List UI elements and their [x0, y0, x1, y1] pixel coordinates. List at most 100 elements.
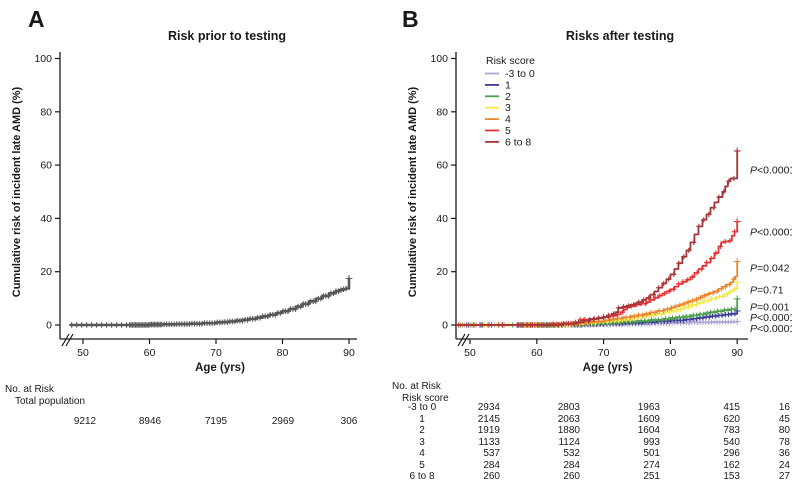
censor-mark — [631, 313, 637, 319]
end-censor-mark — [733, 258, 741, 265]
table-b-value: 153 — [723, 471, 740, 482]
censor-mark — [520, 322, 526, 328]
censor-mark — [725, 307, 731, 313]
censor-mark — [669, 305, 675, 311]
p-value-label: P=0.042 — [750, 262, 790, 274]
censor-mark — [706, 314, 712, 320]
censor-mark — [719, 312, 725, 319]
censor-mark — [708, 255, 714, 261]
censor-mark — [673, 315, 679, 321]
censor-mark — [673, 303, 679, 309]
y-tick-label: 80 — [436, 106, 448, 118]
number-at-risk-table-a: No. at Risk Total population 9212 8946 719… — [0, 380, 396, 488]
censor-mark — [680, 314, 686, 320]
table-b-row-label: 1 — [419, 414, 425, 425]
legend-label: 1 — [505, 79, 511, 91]
table-a-value: 306 — [340, 416, 358, 427]
censor-mark — [666, 309, 672, 316]
table-b-row-label: -3 to 0 — [407, 402, 437, 413]
censor-mark — [720, 293, 726, 300]
censor-mark — [677, 302, 683, 308]
censor-mark — [640, 312, 646, 318]
censor-mark — [666, 276, 672, 282]
end-censor-mark — [733, 147, 741, 155]
censor-mark — [706, 291, 712, 297]
table-b-value: 2803 — [557, 402, 580, 413]
censor-mark — [685, 304, 692, 310]
p-value-label: P=0.71 — [750, 285, 784, 297]
censor-mark — [239, 317, 246, 324]
number-at-risk-table-b: No. at Risk Risk score -3 to 0 2934 2803 19… — [388, 378, 792, 488]
censor-mark — [606, 317, 613, 324]
table-b-value: 1124 — [558, 437, 580, 448]
censor-mark — [660, 308, 666, 314]
censor-mark — [661, 280, 667, 287]
table-b-value: 501 — [643, 448, 660, 459]
censor-mark — [711, 205, 717, 211]
legend-label: -3 to 0 — [505, 68, 535, 80]
censor-mark — [685, 299, 691, 305]
censor-mark — [83, 322, 90, 328]
censor-mark — [721, 189, 727, 195]
table-b-value: 620 — [723, 414, 740, 425]
censor-mark — [88, 322, 95, 328]
axis-break-slash — [61, 333, 70, 347]
censor-mark — [73, 322, 80, 328]
x-tick-label: 50 — [464, 347, 476, 359]
censor-mark — [726, 281, 733, 288]
censor-mark — [731, 229, 738, 235]
censor-mark — [244, 317, 251, 323]
censor-mark — [699, 266, 705, 272]
table-b-value: 16 — [778, 402, 790, 413]
end-censor-mark — [733, 295, 741, 303]
table-a-row-label: Total population — [15, 396, 86, 407]
y-tick-label: 40 — [40, 213, 52, 225]
censor-mark — [724, 291, 730, 297]
censor-mark — [732, 306, 738, 312]
censor-mark — [529, 322, 536, 328]
end-censor-mark — [733, 318, 741, 325]
censor-mark — [525, 322, 531, 328]
table-b-value: 274 — [643, 460, 660, 471]
censor-mark — [619, 309, 625, 315]
censor-mark — [626, 303, 632, 309]
x-tick-label: 60 — [144, 347, 156, 359]
censor-mark — [696, 223, 702, 229]
censor-mark — [718, 308, 724, 314]
censor-mark — [595, 315, 602, 321]
p-value-label: P<0.0001 — [750, 164, 792, 176]
legend-label: 5 — [505, 125, 511, 137]
censor-mark — [93, 322, 100, 328]
p-value-label: P<0.0001 — [750, 312, 792, 324]
censor-mark — [676, 260, 682, 266]
x-tick-label: 90 — [731, 347, 743, 359]
table-b-header: No. at Risk — [392, 381, 441, 392]
x-tick-label: 60 — [531, 347, 543, 359]
censor-mark — [335, 288, 342, 294]
curve-Total-population — [69, 278, 351, 327]
table-b-value: 296 — [723, 448, 740, 459]
table-b-value: 1919 — [477, 425, 500, 436]
censor-mark — [703, 260, 710, 266]
censor-mark — [621, 304, 627, 310]
p-value-label: P<0.0001 — [750, 226, 792, 238]
censor-mark — [681, 317, 687, 324]
table-b-value: 2145 — [477, 414, 500, 425]
y-tick-label: 60 — [436, 160, 448, 172]
censor-mark — [577, 317, 583, 323]
censor-mark — [103, 322, 110, 328]
axis-break-slash — [457, 333, 466, 347]
censor-mark — [697, 294, 704, 301]
censor-mark — [464, 322, 470, 328]
censor-mark — [691, 239, 697, 245]
y-tick-label: 100 — [34, 53, 52, 65]
x-tick-label: 50 — [77, 347, 89, 359]
chart-title: Risk prior to testing — [168, 29, 286, 43]
x-axis-label: Age (yrs) — [583, 362, 633, 374]
y-tick-label: 40 — [436, 213, 448, 225]
censor-mark — [674, 308, 680, 314]
censor-mark — [652, 309, 658, 316]
y-axis-label: Cumulative risk of incident late AMD (%) — [11, 86, 23, 297]
table-b-value: 24 — [778, 460, 790, 471]
censor-mark — [108, 322, 115, 328]
